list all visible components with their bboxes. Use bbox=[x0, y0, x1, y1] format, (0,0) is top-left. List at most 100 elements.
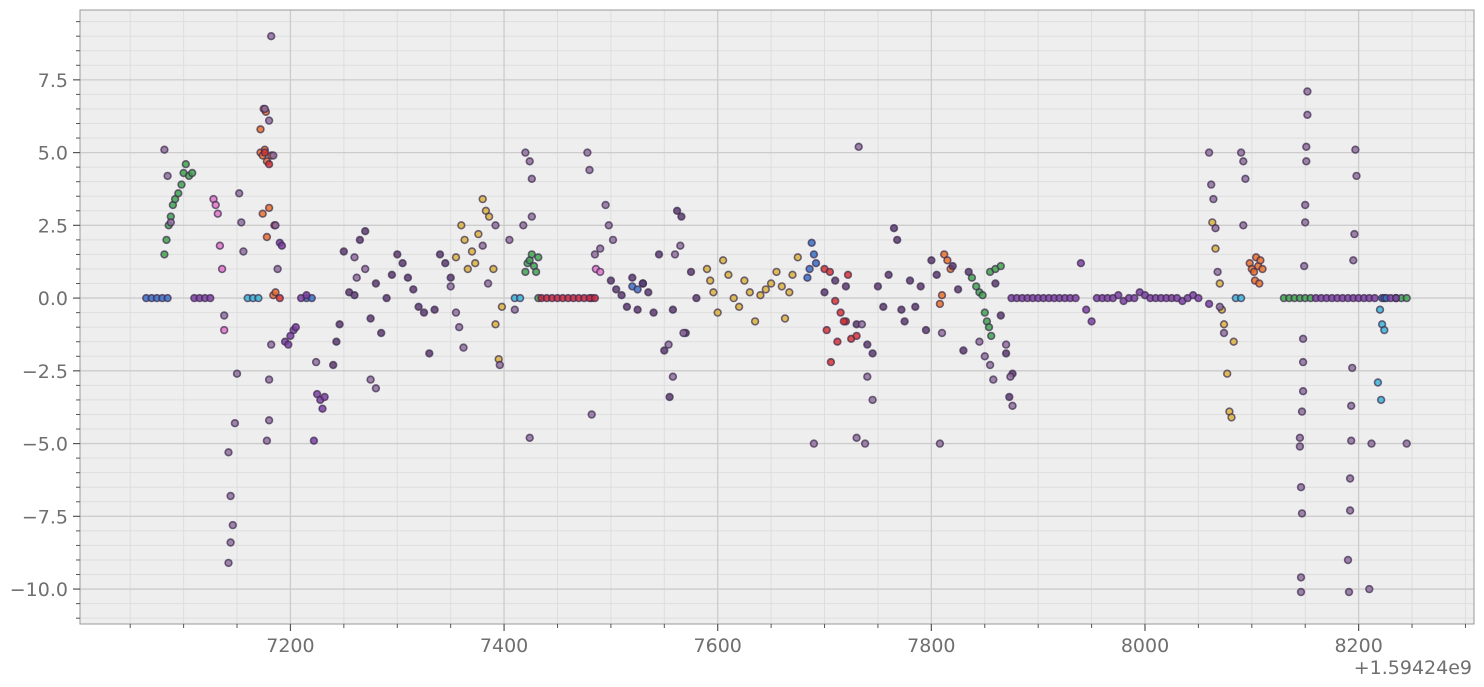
data-point bbox=[393, 250, 402, 259]
data-point bbox=[984, 323, 994, 332]
data-point bbox=[1298, 334, 1308, 343]
data-point bbox=[793, 253, 802, 262]
data-point bbox=[670, 250, 680, 259]
data-point bbox=[679, 328, 688, 338]
data-point bbox=[1227, 413, 1236, 422]
data-point bbox=[534, 253, 543, 262]
data-point bbox=[1295, 433, 1305, 442]
data-point bbox=[1008, 401, 1017, 410]
data-point bbox=[495, 360, 504, 370]
data-point bbox=[809, 439, 819, 448]
data-point bbox=[160, 145, 169, 154]
series-9 bbox=[329, 206, 1017, 402]
data-point bbox=[1130, 293, 1139, 303]
data-point bbox=[329, 360, 338, 370]
data-point bbox=[366, 314, 375, 323]
data-point bbox=[260, 148, 269, 157]
data-point bbox=[361, 264, 370, 274]
data-point bbox=[414, 302, 423, 311]
series-10 bbox=[160, 31, 1411, 597]
data-point bbox=[833, 337, 842, 346]
data-point bbox=[237, 218, 246, 227]
data-point bbox=[1114, 291, 1123, 300]
data-point bbox=[788, 270, 797, 279]
data-point bbox=[350, 253, 359, 262]
data-point bbox=[668, 372, 678, 381]
data-point bbox=[1215, 302, 1225, 311]
data-point bbox=[1236, 293, 1246, 303]
series-1 bbox=[160, 160, 1411, 341]
data-point bbox=[644, 288, 653, 297]
data-point bbox=[371, 279, 381, 288]
data-point bbox=[1402, 439, 1411, 448]
series-8 bbox=[451, 194, 1238, 422]
data-point bbox=[335, 320, 344, 329]
data-point bbox=[606, 276, 616, 285]
data-point bbox=[260, 104, 269, 114]
data-point bbox=[857, 320, 867, 329]
data-point bbox=[1303, 87, 1312, 96]
data-point bbox=[1402, 293, 1411, 303]
data-point bbox=[224, 558, 233, 568]
data-point bbox=[254, 293, 263, 303]
data-point bbox=[820, 288, 829, 297]
x-tick-label: 7600 bbox=[694, 635, 742, 657]
data-point bbox=[677, 212, 686, 221]
data-point bbox=[188, 168, 197, 178]
data-point bbox=[1215, 279, 1225, 288]
data-point bbox=[361, 227, 370, 236]
series-6 bbox=[243, 293, 1389, 405]
data-point bbox=[1345, 506, 1355, 515]
data-point bbox=[217, 264, 227, 274]
data-point bbox=[467, 247, 477, 256]
data-point bbox=[724, 270, 733, 279]
data-point bbox=[377, 328, 386, 338]
data-point bbox=[705, 276, 715, 285]
data-point bbox=[1296, 483, 1306, 492]
data-point bbox=[220, 325, 229, 335]
data-point bbox=[302, 291, 311, 300]
data-point bbox=[766, 279, 776, 288]
data-point bbox=[935, 299, 945, 309]
data-point bbox=[1376, 395, 1386, 405]
data-point bbox=[692, 293, 701, 303]
data-point bbox=[943, 256, 952, 265]
data-point bbox=[660, 346, 669, 355]
data-point bbox=[160, 250, 169, 259]
data-point bbox=[1300, 218, 1310, 227]
x-tick-label: 8200 bbox=[1334, 635, 1382, 657]
data-point bbox=[761, 285, 770, 294]
y-tick-label: −5.0 bbox=[22, 434, 68, 456]
data-point bbox=[228, 520, 238, 530]
data-point bbox=[672, 206, 682, 216]
data-point bbox=[177, 180, 186, 189]
series-7 bbox=[537, 293, 600, 303]
data-point bbox=[590, 293, 600, 303]
data-point bbox=[206, 293, 215, 303]
data-point bbox=[785, 288, 794, 297]
data-point bbox=[332, 337, 341, 346]
data-point bbox=[932, 270, 941, 279]
data-point bbox=[1302, 142, 1311, 152]
data-point bbox=[841, 282, 851, 291]
series-5 bbox=[260, 148, 861, 367]
data-point bbox=[232, 369, 242, 378]
data-point bbox=[822, 325, 831, 335]
data-point bbox=[1302, 157, 1311, 166]
data-point bbox=[318, 404, 327, 413]
data-point bbox=[211, 200, 220, 210]
y-tick-label: −2.5 bbox=[22, 361, 68, 383]
data-point bbox=[269, 151, 278, 160]
data-point bbox=[387, 270, 397, 279]
data-point bbox=[339, 247, 348, 256]
data-point bbox=[1087, 317, 1096, 326]
data-point bbox=[1352, 171, 1361, 181]
data-point bbox=[811, 259, 821, 268]
data-point bbox=[275, 293, 284, 303]
data-point bbox=[471, 259, 480, 268]
data-point bbox=[1194, 293, 1203, 303]
minor-gridlines bbox=[80, 10, 1474, 624]
data-point bbox=[284, 340, 293, 349]
data-point bbox=[830, 296, 840, 306]
data-point bbox=[585, 165, 594, 175]
